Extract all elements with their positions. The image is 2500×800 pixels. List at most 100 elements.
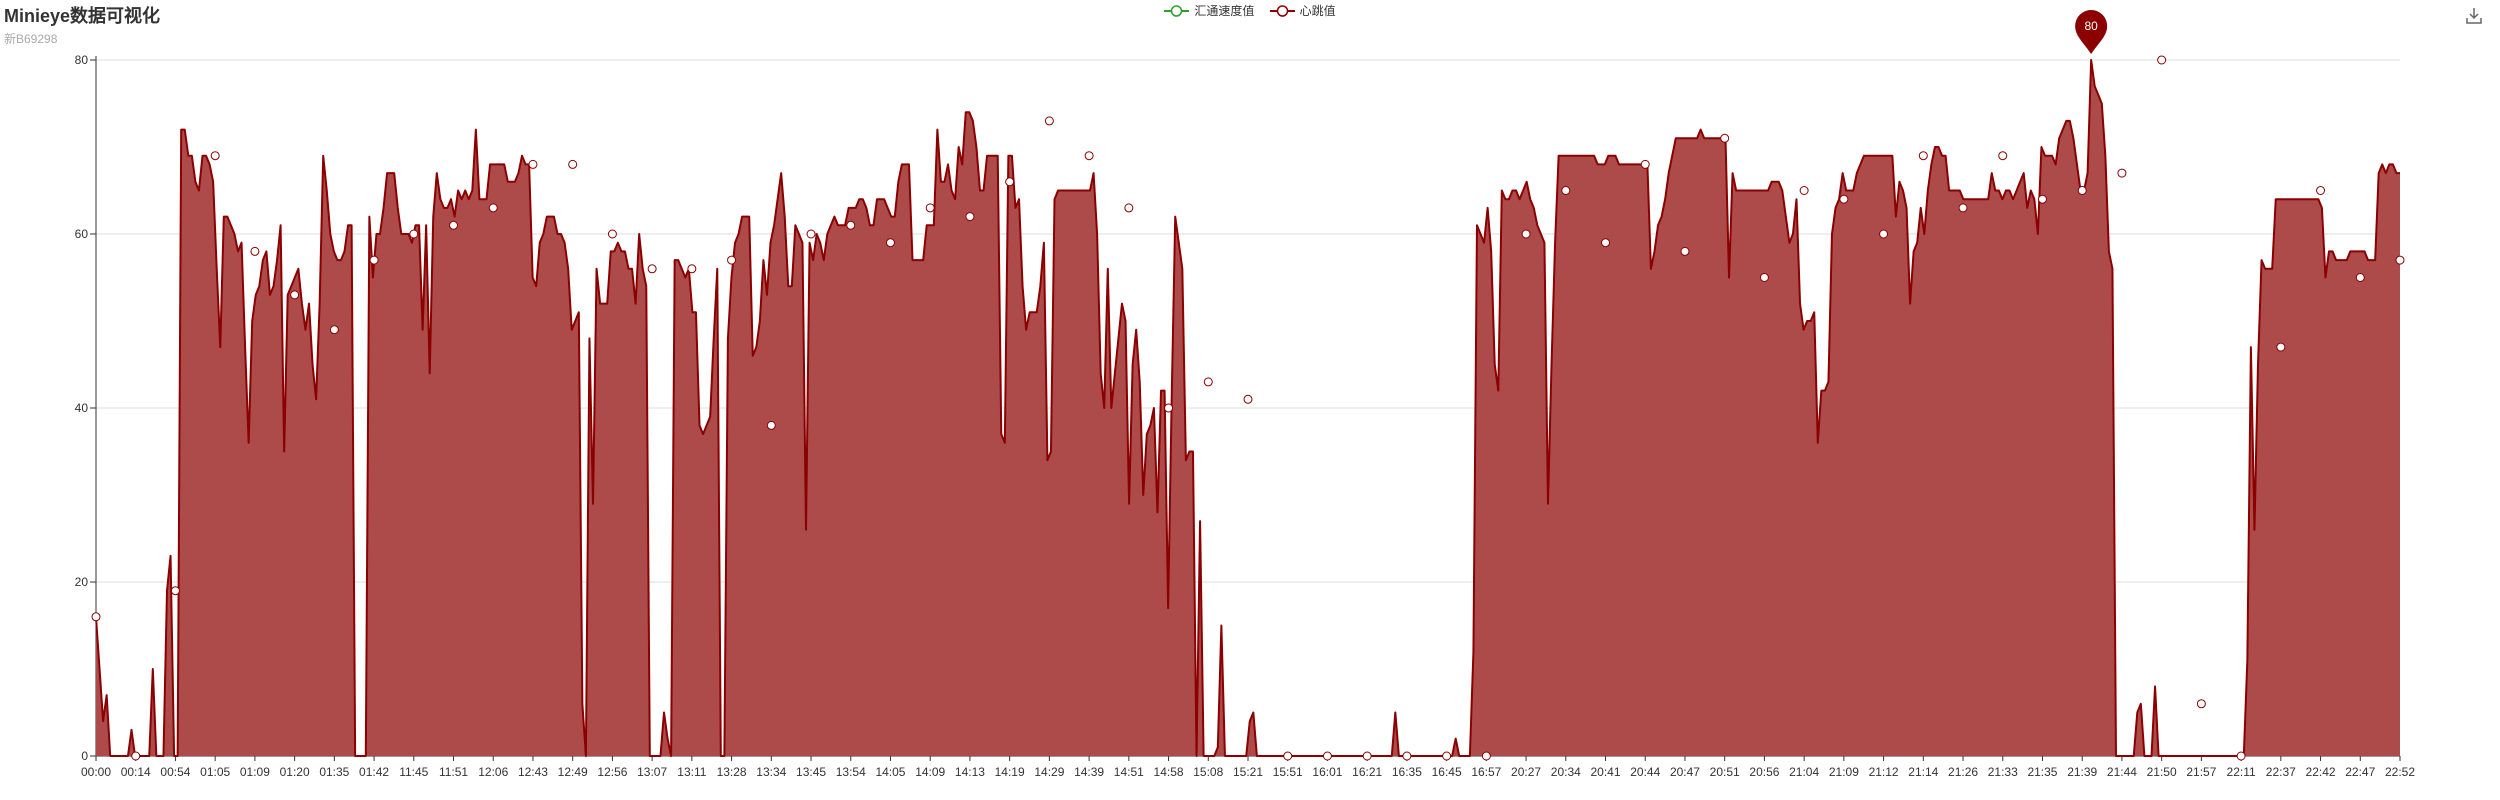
data-point[interactable] <box>2037 194 2047 204</box>
data-point[interactable] <box>369 255 379 265</box>
x-tick-label: 21:26 <box>1948 765 1978 779</box>
legend-swatch-heartbeat <box>1269 4 1295 17</box>
data-point[interactable] <box>2355 273 2365 282</box>
data-point[interactable] <box>528 159 538 169</box>
data-point[interactable] <box>687 264 697 274</box>
x-tick-label: 21:09 <box>1829 765 1859 779</box>
x-tick-label: 12:49 <box>558 765 588 779</box>
data-point[interactable] <box>1005 177 1015 187</box>
data-point[interactable] <box>1322 751 1332 761</box>
x-tick-label: 22:11 <box>2227 765 2256 779</box>
data-point[interactable] <box>1362 751 1372 761</box>
data-point[interactable] <box>1601 238 1611 248</box>
x-tick-label: 13:54 <box>836 765 866 779</box>
x-tick-label: 14:05 <box>875 765 905 779</box>
x-tick-label: 22:47 <box>2345 765 2375 779</box>
data-point[interactable] <box>885 238 895 248</box>
data-point[interactable] <box>1998 151 2008 161</box>
x-tick-label: 01:20 <box>280 765 310 779</box>
legend-swatch-speed <box>1164 4 1190 17</box>
data-point[interactable] <box>1680 246 1690 256</box>
data-point[interactable] <box>2276 342 2286 352</box>
data-point[interactable] <box>91 612 101 622</box>
max-marker: 80 <box>2075 10 2108 54</box>
y-tick-label: 0 <box>81 749 88 763</box>
x-tick-label: 13:45 <box>796 765 826 779</box>
x-tick-label: 14:29 <box>1034 765 1064 779</box>
data-point[interactable] <box>647 264 657 274</box>
data-point[interactable] <box>2157 55 2167 65</box>
x-tick-label: 21:12 <box>1869 765 1899 779</box>
data-point[interactable] <box>727 255 737 265</box>
x-tick-label: 14:58 <box>1154 765 1184 779</box>
x-tick-label: 13:07 <box>637 765 667 779</box>
data-point[interactable] <box>1402 751 1412 761</box>
data-point[interactable] <box>1164 403 1174 413</box>
max-pin <box>2075 10 2108 54</box>
data-point[interactable] <box>210 151 220 161</box>
data-point[interactable] <box>1879 229 1889 239</box>
chart-legend: 汇通速度值 心跳值 <box>0 2 2500 21</box>
data-point[interactable] <box>607 229 617 239</box>
x-tick-label: 16:45 <box>1432 765 1462 779</box>
data-point[interactable] <box>1124 203 1134 213</box>
data-point[interactable] <box>1283 751 1293 761</box>
data-point[interactable] <box>766 420 776 430</box>
x-tick-label: 21:39 <box>2067 765 2097 779</box>
data-point[interactable] <box>2196 699 2206 709</box>
data-point[interactable] <box>329 325 339 335</box>
data-point[interactable] <box>170 586 180 596</box>
data-point[interactable] <box>1799 186 1809 195</box>
page-subtitle: 新B69298 <box>4 32 58 46</box>
x-tick-label: 13:28 <box>717 765 747 779</box>
data-point[interactable] <box>1759 273 1769 282</box>
data-point[interactable] <box>449 220 459 230</box>
data-point[interactable] <box>488 203 498 213</box>
data-point[interactable] <box>1481 751 1491 761</box>
x-tick-label: 14:13 <box>955 765 985 779</box>
data-point[interactable] <box>2236 751 2246 761</box>
series-heartbeat <box>95 59 2400 757</box>
data-point[interactable] <box>965 212 975 222</box>
x-axis-ticks: 00:00 00:14 00:54 01:05 01:09 01:20 01:35 01:42… <box>81 756 2415 779</box>
data-point[interactable] <box>2395 255 2405 265</box>
download-icon[interactable] <box>2464 6 2484 26</box>
x-tick-label: 00:14 <box>121 765 151 779</box>
data-point[interactable] <box>925 203 935 213</box>
data-point[interactable] <box>290 290 300 300</box>
data-point[interactable] <box>1203 377 1213 387</box>
data-point[interactable] <box>568 159 578 169</box>
x-tick-label: 21:57 <box>2186 765 2216 779</box>
data-point[interactable] <box>2316 186 2326 195</box>
data-point[interactable] <box>1640 159 1650 169</box>
data-point[interactable] <box>1839 194 1849 204</box>
x-tick-label: 13:34 <box>756 765 786 779</box>
legend-item-speed[interactable]: 汇通速度值 <box>1164 2 1254 19</box>
data-point[interactable] <box>2117 168 2127 178</box>
data-point[interactable] <box>2077 186 2087 195</box>
data-point[interactable] <box>1044 116 1054 126</box>
x-tick-label: 22:37 <box>2266 765 2296 779</box>
data-point[interactable] <box>846 220 856 230</box>
x-tick-label: 21:33 <box>1988 765 2018 779</box>
x-tick-label: 20:34 <box>1551 765 1581 779</box>
x-tick-label: 22:42 <box>2306 765 2336 779</box>
data-point[interactable] <box>1561 186 1571 195</box>
data-point[interactable] <box>250 246 260 256</box>
data-point[interactable] <box>806 229 816 239</box>
data-point[interactable] <box>409 229 419 239</box>
data-point[interactable] <box>1442 751 1452 761</box>
legend-item-heartbeat[interactable]: 心跳值 <box>1269 2 1336 19</box>
data-point[interactable] <box>1521 229 1531 239</box>
y-tick-label: 60 <box>75 227 89 241</box>
x-tick-label: 15:51 <box>1273 765 1303 779</box>
legend-label-speed: 汇通速度值 <box>1194 4 1255 18</box>
legend-label-heartbeat: 心跳值 <box>1299 4 1336 18</box>
data-point[interactable] <box>1243 394 1253 404</box>
x-tick-label: 20:47 <box>1670 765 1700 779</box>
data-point[interactable] <box>1918 151 1928 161</box>
data-point[interactable] <box>1084 151 1094 161</box>
data-point[interactable] <box>1958 203 1968 213</box>
data-point[interactable] <box>1720 133 1730 143</box>
data-point[interactable] <box>131 751 141 761</box>
